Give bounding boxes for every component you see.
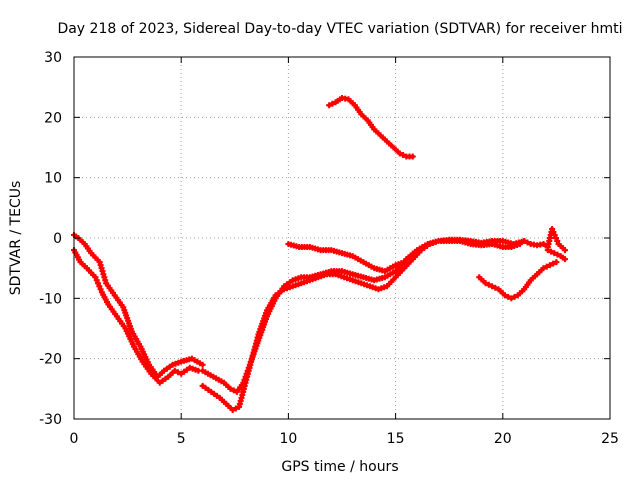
axis-ticks: 0 5 10 15 20 25 -30 -20 -10 0 10 20 30 — [39, 50, 619, 447]
data-point — [409, 153, 416, 160]
data-point — [492, 284, 499, 291]
data-point — [505, 293, 512, 300]
data-point — [540, 265, 547, 272]
data-point — [553, 259, 560, 266]
data-point — [400, 152, 407, 159]
data-point — [501, 292, 508, 299]
x-tick-label: 20 — [494, 431, 512, 447]
x-tick-label: 0 — [70, 431, 79, 447]
data-point — [401, 259, 408, 266]
x-tick-label: 25 — [601, 431, 619, 447]
series-line — [200, 239, 522, 412]
x-tick-label: 5 — [177, 431, 186, 447]
data-point — [240, 379, 247, 386]
data-point — [552, 235, 559, 241]
data-point — [227, 385, 234, 392]
data-point — [521, 238, 528, 245]
data-point — [511, 293, 518, 300]
chart-title: Day 218 of 2023, Sidereal Day-to-day VTE… — [57, 21, 622, 37]
y-tick-label: -20 — [39, 352, 62, 368]
data-point — [96, 283, 103, 290]
data-point — [561, 256, 568, 263]
series-track-1 — [71, 247, 202, 386]
data-point — [543, 263, 550, 270]
series-track-8 — [521, 225, 568, 254]
series-track-6 — [326, 95, 416, 160]
data-point — [232, 405, 239, 412]
series-track-7 — [476, 259, 560, 302]
data-point — [243, 370, 250, 377]
data-point — [245, 364, 252, 371]
data-point — [174, 369, 181, 376]
series-track-4 — [199, 236, 528, 395]
y-tick-label: 0 — [53, 231, 62, 247]
data-point — [550, 260, 557, 267]
data-point — [554, 251, 561, 258]
data-point — [244, 367, 251, 374]
data-point — [229, 406, 236, 413]
data-point — [329, 100, 336, 107]
y-tick-label: 10 — [44, 171, 62, 187]
data-point — [326, 102, 333, 109]
data-point — [92, 274, 99, 281]
data-point — [95, 280, 102, 287]
data-point — [548, 248, 555, 255]
data-point — [241, 376, 248, 383]
grid — [74, 57, 610, 419]
data-point — [550, 228, 557, 235]
y-tick-label: 30 — [44, 50, 62, 66]
data-point — [485, 281, 492, 288]
data-point — [546, 262, 553, 269]
data-point — [396, 150, 403, 157]
data-point — [482, 280, 489, 287]
y-tick-label: -30 — [39, 412, 62, 428]
x-tick-label: 10 — [279, 431, 297, 447]
data-point — [171, 367, 178, 374]
data-point — [93, 277, 100, 284]
data-point — [242, 373, 249, 380]
data-point — [551, 231, 558, 238]
series-track-9 — [544, 247, 568, 263]
x-tick-label: 15 — [387, 431, 405, 447]
data-layer — [71, 95, 568, 413]
y-tick-label: -10 — [39, 291, 62, 307]
data-point — [97, 286, 104, 293]
data-point — [549, 225, 556, 232]
y-tick-label: 20 — [44, 110, 62, 126]
data-point — [489, 283, 496, 290]
data-point — [199, 361, 206, 368]
data-point — [561, 247, 568, 254]
x-axis-label: GPS time / hours — [281, 459, 398, 475]
series-track-3 — [199, 238, 523, 413]
series-track-5 — [285, 241, 408, 275]
data-point — [524, 239, 531, 246]
data-point — [554, 238, 561, 245]
data-point — [544, 247, 551, 254]
data-point — [551, 250, 558, 257]
data-point — [508, 295, 515, 302]
y-axis-label: SDTVAR / TECUs — [8, 181, 24, 296]
